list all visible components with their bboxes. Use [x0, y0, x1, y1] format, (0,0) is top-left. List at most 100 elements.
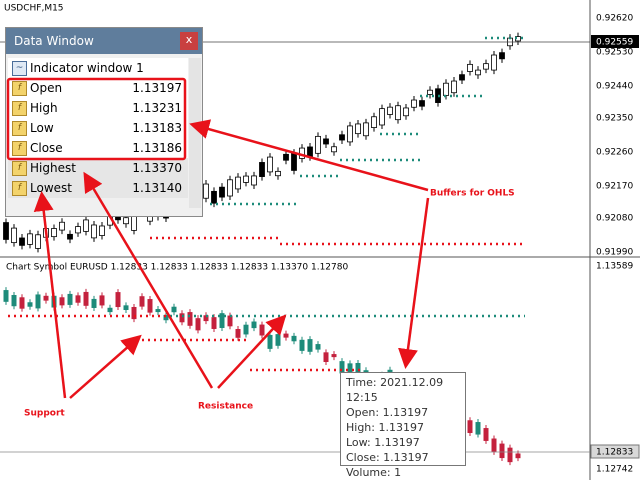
candle: [51, 228, 57, 238]
candle: [307, 339, 313, 352]
candle: [75, 295, 81, 303]
candle: [307, 146, 313, 158]
indicator-label: Chart Symbol EURUSD 1.12833 1.12833 1.12…: [6, 263, 348, 273]
candle: [475, 422, 481, 435]
price-label: 0.92440: [596, 82, 633, 92]
candle: [467, 63, 473, 72]
candle: [259, 162, 265, 177]
section-row: ~ Indicator window 1: [8, 58, 188, 78]
data-row: f Close 1.13186: [8, 138, 188, 158]
candle: [355, 123, 361, 135]
candle: [251, 321, 257, 329]
candle: [67, 233, 73, 240]
price-label: 0.92530: [596, 48, 633, 58]
data-row: f Lowest 1.13140: [8, 178, 188, 198]
candle: [83, 219, 89, 232]
candle: [347, 363, 353, 375]
candle: [3, 290, 9, 302]
current-price: 0.92559: [596, 38, 633, 48]
price-label: 1.12742: [596, 465, 633, 475]
candle: [147, 299, 153, 313]
candle: [251, 175, 257, 186]
candle: [123, 217, 129, 225]
title-bar: Data Window x: [6, 28, 202, 54]
candle: [115, 292, 121, 308]
candle: [67, 293, 73, 305]
scrollbar[interactable]: [189, 58, 201, 208]
data-row: f Highest 1.13370: [8, 158, 188, 178]
window-title: Data Window: [14, 34, 94, 48]
data-row: f Open 1.13197: [8, 78, 188, 98]
candle: [291, 152, 297, 171]
candle: [43, 295, 49, 301]
candle: [195, 318, 201, 331]
candle: [3, 222, 9, 240]
candle: [59, 221, 65, 231]
candle: [299, 339, 305, 351]
candle: [339, 134, 345, 141]
candle: [291, 335, 297, 342]
candle: [227, 179, 233, 197]
candle: [475, 69, 481, 76]
candle: [19, 297, 25, 309]
candle: [491, 54, 497, 71]
row-value: 1.13186: [132, 141, 182, 155]
candle: [107, 307, 113, 313]
candle: [363, 122, 369, 137]
candle: [299, 147, 305, 159]
tooltip: Time: 2021.12.09 12:15 Open: 1.13197 High:…: [340, 372, 466, 479]
tooltip-line: Time: 2021.12.09 12:15: [346, 376, 444, 404]
candle: [419, 100, 425, 107]
candle: [483, 428, 489, 441]
candle: [139, 296, 145, 307]
candle: [171, 306, 177, 313]
candle: [315, 344, 321, 350]
candle: [403, 107, 409, 117]
candle: [499, 52, 505, 60]
tooltip-line: High: 1.13197: [346, 421, 424, 434]
candle: [19, 237, 25, 246]
indicator-icon: f: [12, 161, 27, 176]
data-row: f High 1.13231: [8, 98, 188, 118]
candle: [203, 183, 209, 199]
tooltip-line: Volume: 1: [346, 466, 402, 479]
section-title: Indicator window 1: [30, 61, 144, 75]
candle: [99, 225, 105, 236]
indicator-icon: f: [12, 181, 27, 196]
candle: [243, 175, 249, 183]
data-window[interactable]: Data Window x ~ Indicator window 1 f Open 1.…: [5, 27, 203, 217]
row-value: 1.13370: [132, 161, 182, 175]
candle: [51, 295, 57, 308]
candle: [27, 233, 33, 245]
row-value: 1.13140: [132, 181, 182, 195]
price-label: 0.92260: [596, 148, 633, 158]
indicator-icon: f: [12, 101, 27, 116]
close-button[interactable]: x: [180, 32, 198, 50]
candle: [323, 138, 329, 145]
candle: [427, 89, 433, 95]
indicator-icon: f: [12, 121, 27, 136]
candle: [27, 302, 33, 307]
candle: [11, 295, 17, 307]
row-name: Lowest: [30, 181, 72, 195]
price-label: 0.92350: [596, 114, 633, 124]
candle: [387, 106, 393, 115]
candle: [483, 63, 489, 70]
candle: [371, 116, 377, 128]
candle: [219, 313, 225, 328]
current-price: 1.12833: [596, 448, 633, 458]
candle: [235, 329, 241, 338]
row-value: 1.13231: [132, 101, 182, 115]
candle: [395, 105, 401, 121]
row-value: 1.13197: [132, 81, 182, 95]
candle: [283, 333, 289, 338]
row-name: High: [30, 101, 58, 115]
indicator-icon: f: [12, 81, 27, 96]
candle: [515, 453, 521, 459]
candle: [219, 186, 225, 198]
indicator-icon: f: [12, 141, 27, 156]
candle: [187, 312, 193, 326]
candle: [107, 215, 113, 226]
candle: [283, 153, 289, 161]
row-name: Low: [30, 121, 54, 135]
